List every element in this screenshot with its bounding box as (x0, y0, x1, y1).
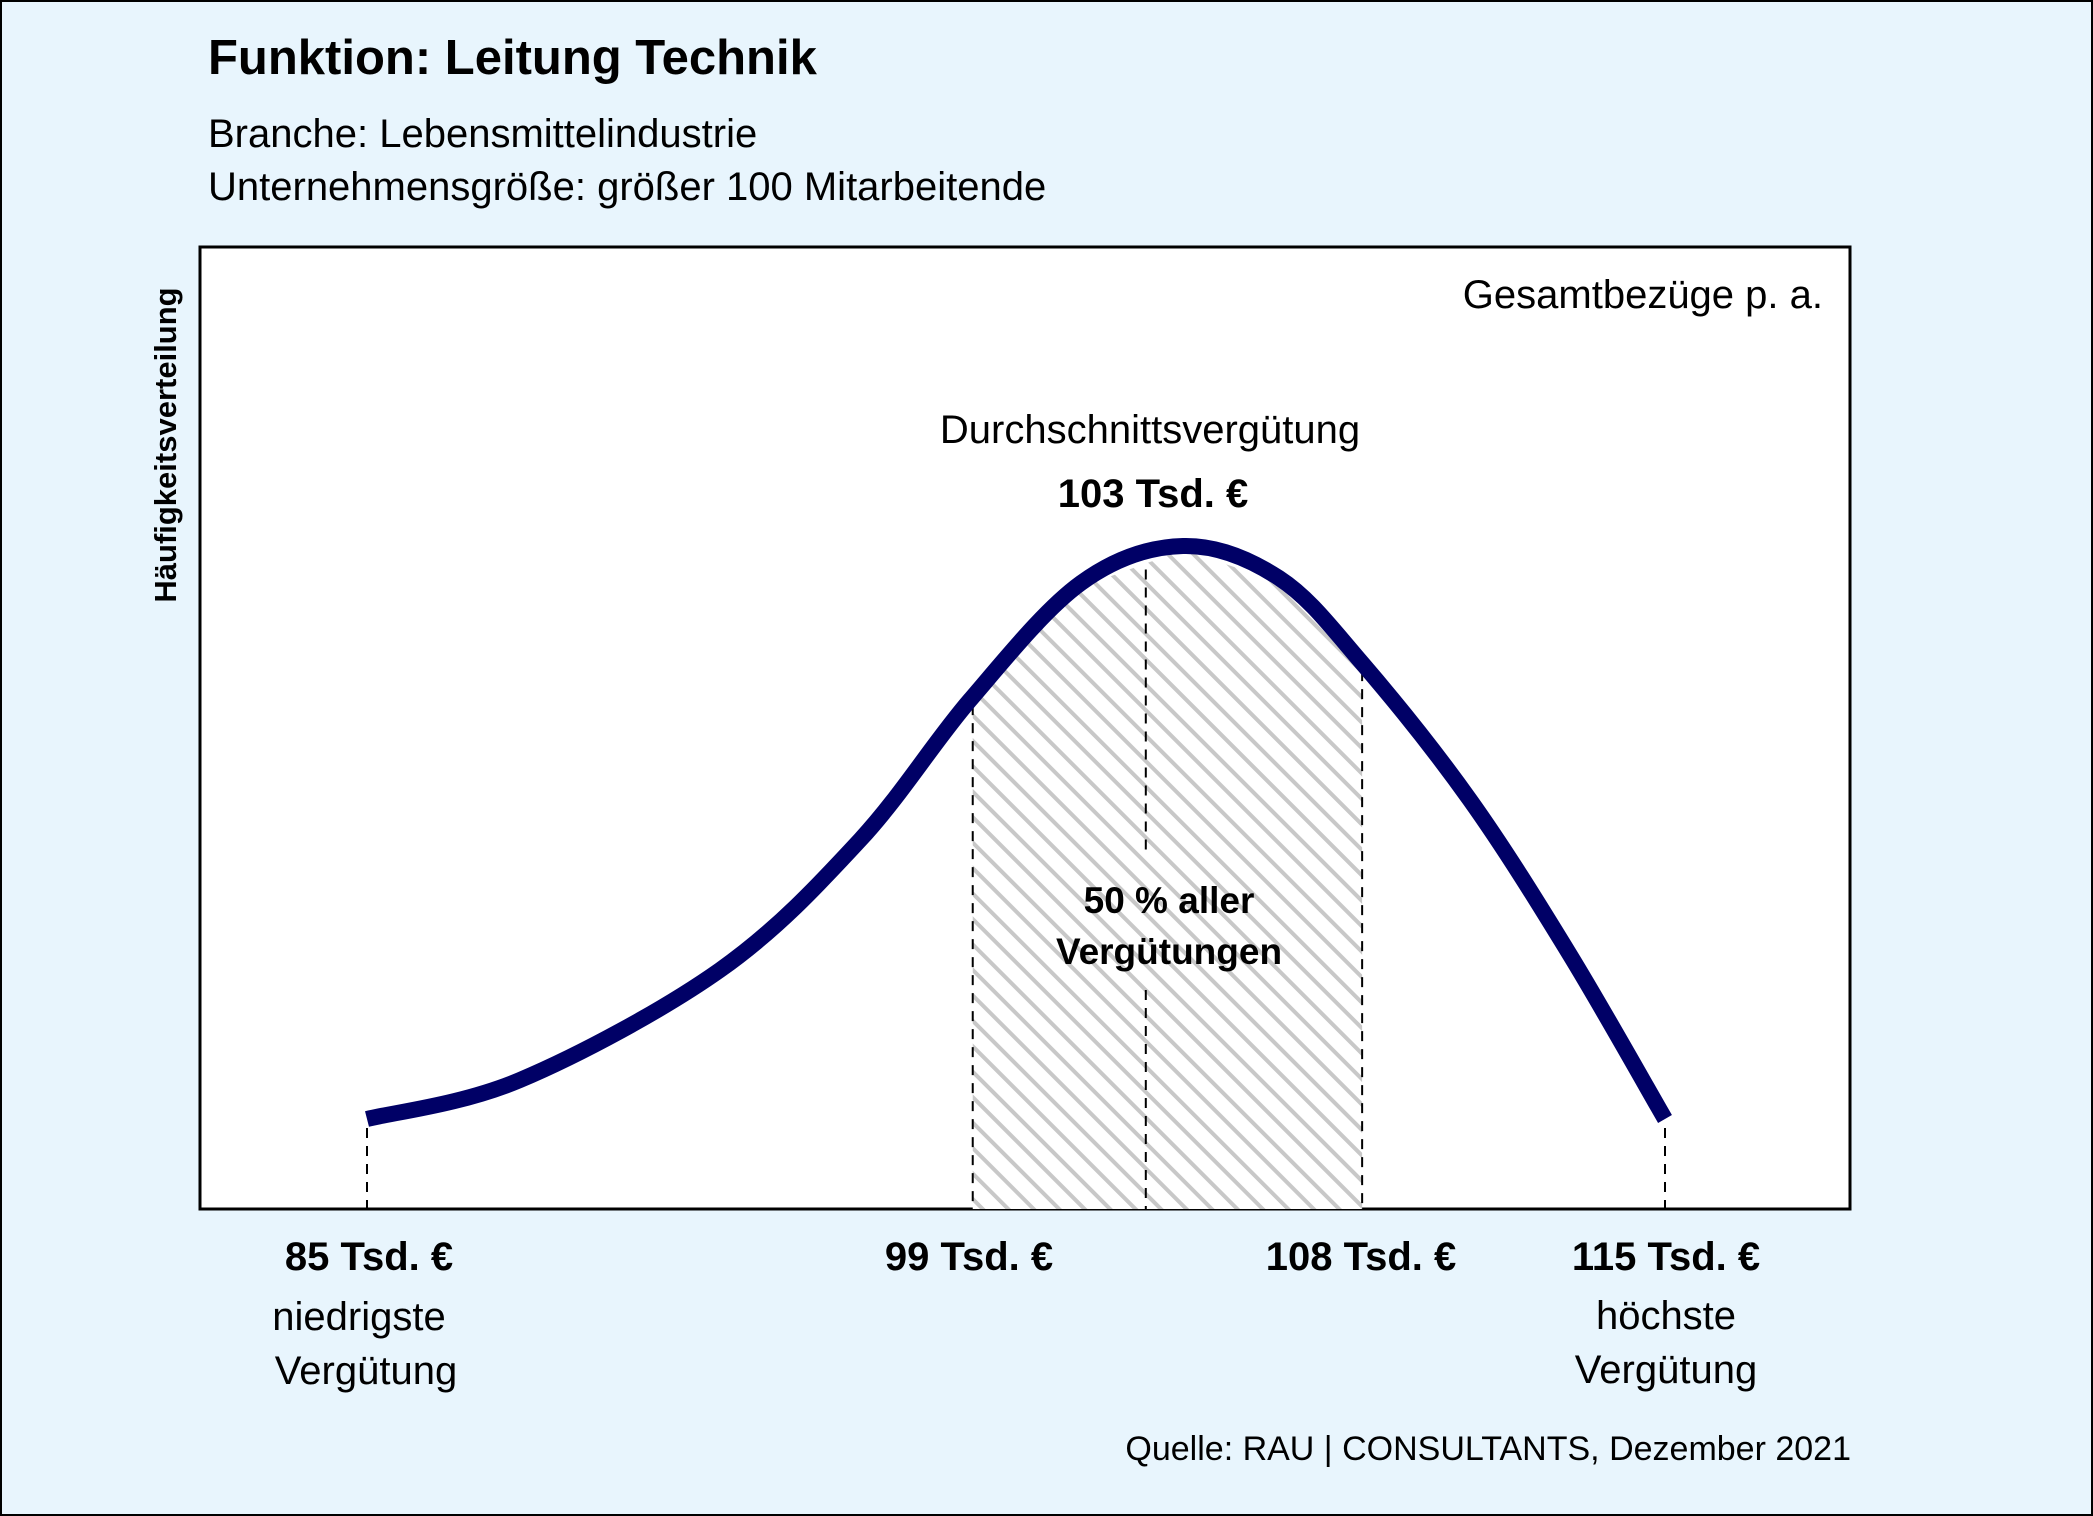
tick-label-q1: 99 Tsd. € (884, 1235, 1054, 1279)
subtitle-industry: Branche: Lebensmittelindustrie (208, 112, 758, 156)
x-axis-label: Gesamtbezüge p. a. (1463, 273, 1823, 317)
tick-label-q3: 108 Tsd. € (1265, 1235, 1457, 1279)
tick-desc-min-line1: niedrigste (272, 1295, 446, 1339)
band-label-line2: Vergütungen (1056, 931, 1282, 972)
band-label-line1: 50 % aller (1084, 880, 1255, 921)
tick-desc-min-line2: Vergütung (274, 1349, 458, 1393)
page-title: Funktion: Leitung Technik (208, 31, 817, 85)
tick-label-max: 115 Tsd. € (1571, 1235, 1761, 1279)
tick-label-min: 85 Tsd. € (284, 1235, 454, 1279)
average-label: Durchschnittsvergütung (940, 408, 1360, 452)
subtitle-company-size: Unternehmensgröße: größer 100 Mitarbeite… (208, 165, 1047, 209)
tick-desc-max-line2: Vergütung (1574, 1348, 1758, 1392)
average-value-label: 103 Tsd. € (1058, 472, 1248, 516)
quartile-band (972, 550, 1363, 1209)
tick-desc-max-line1: höchste (1595, 1294, 1737, 1338)
distribution-curve (365, 537, 1672, 1127)
source-note: Quelle: RAU | CONSULTANTS, Dezember 2021 (1125, 1430, 1851, 1468)
